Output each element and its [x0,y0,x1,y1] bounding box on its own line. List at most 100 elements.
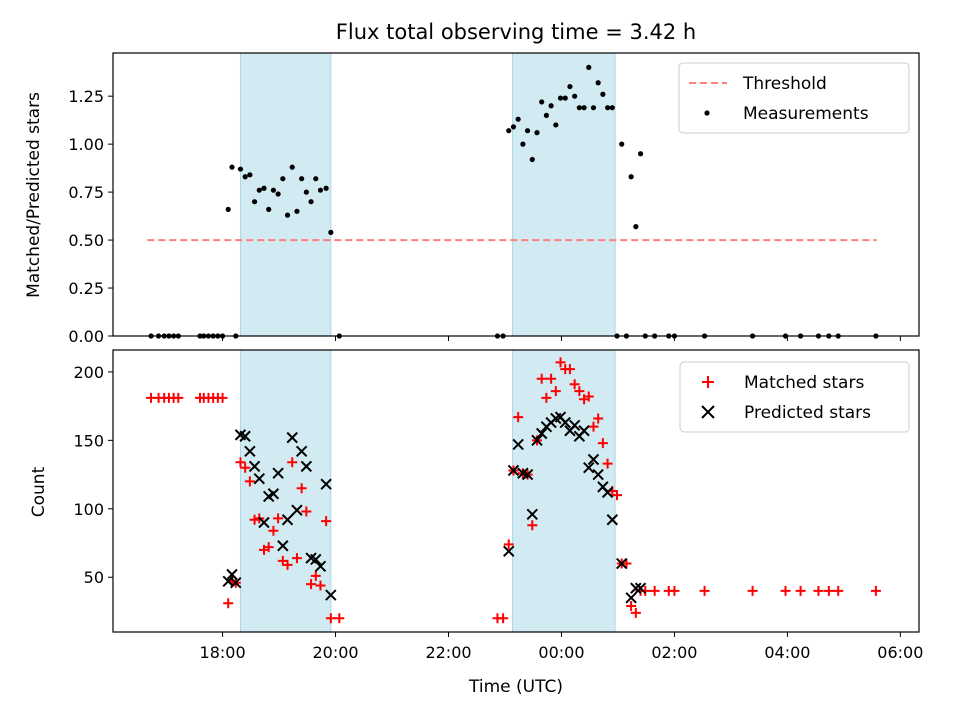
matched-stars-point [291,553,302,564]
matched-stars-point [498,613,509,624]
predicted-stars-point [325,589,337,601]
predicted-stars-point [272,467,284,479]
matched-stars-point [249,514,260,525]
predicted-stars-point [300,460,313,473]
top-y-axis-label: Matched/Predicted stars [24,92,44,298]
x-tick-label: 02:00 [651,643,697,662]
measurement-point [548,103,554,109]
matched-stars-point [217,392,228,403]
shaded-interval [239,52,332,337]
predicted-stars-point [521,468,534,481]
matched-stars-point [823,585,834,596]
matched-stars-point [296,483,307,494]
measurement-point [317,187,324,193]
measurement-point [229,164,235,170]
measurement-point [539,99,545,105]
shaded-interval [512,52,616,337]
matched-stars-point [263,542,274,553]
measurement-point [609,105,615,111]
matched-stars-point [602,458,613,469]
predicted-stars-point [531,434,543,447]
legend-label: Predicted stars [744,403,871,423]
measurement-point [628,174,634,180]
legend-label: Matched stars [744,373,864,393]
shaded-interval [239,349,332,633]
measurement-point [543,112,550,118]
predicted-stars-point [634,582,647,594]
predicted-stars-point [248,460,261,473]
y-tick-label: 100 [73,500,104,519]
matched-stars-point [235,457,246,468]
y-tick-label: 50 [84,568,104,587]
axes-frame [112,349,920,633]
chart-title: Flux total observing time = 3.42 h [336,20,696,44]
measurement-point [275,191,281,197]
measurement-point [313,176,319,182]
matched-stars-point [588,421,599,432]
x-tick-label: 04:00 [764,643,810,662]
matched-stars-point [240,462,251,473]
measurement-point [637,151,644,157]
matched-stars-point [244,476,255,487]
matched-stars-point [541,392,552,403]
y-tick-label: 0.25 [68,279,104,298]
measurement-point [553,122,559,128]
y-tick-label: 200 [73,363,104,382]
predicted-stars-point [226,568,238,581]
predicted-stars-point [503,545,515,557]
predicted-stars-point [314,560,327,572]
predicted-stars-point [559,416,571,429]
measurement-point [247,172,253,178]
predicted-stars-point [606,514,619,526]
matched-stars-point [813,585,824,596]
matched-stars-point [597,438,608,449]
matched-stars-point [870,585,881,596]
matched-stars-point [574,386,585,397]
matched-stars-point [795,585,806,596]
measurement-point [520,141,526,147]
measurement-point [242,174,248,180]
measurement-point [576,105,582,111]
matched-stars-point [833,585,844,596]
axes-frame [112,52,920,337]
matched-stars-point [626,600,637,611]
top-panel: 0.00 0.25 0.50 0.75 1.00 1.25 Threshold Measure… [68,52,920,346]
predicted-stars-point [526,508,538,520]
predicted-stars-point [253,472,265,485]
measurement-point [506,128,512,134]
y-tick-label: 150 [73,431,104,450]
y-tick-label: 0.75 [68,183,104,202]
predicted-stars-point [512,438,524,451]
measurement-point [529,156,535,163]
predicted-stars-point [630,582,642,594]
predicted-stars-point [583,462,595,474]
predicted-stars-point [239,430,251,442]
x-tick-label: 00:00 [538,643,584,662]
measurement-point [256,187,262,193]
measurement-point [280,176,286,182]
measurement-point [294,208,300,214]
measurement-point [524,128,531,134]
measurement-point [590,105,597,111]
measurement-point [323,185,329,191]
measurement-point [619,141,625,147]
legend-measurements-swatch [704,110,710,116]
matched-stars-point [325,613,336,624]
measurement-point [595,80,601,86]
legend-box [678,62,910,134]
measurement-point [510,124,517,130]
measurement-point [562,95,568,101]
matched-stars-point [564,364,575,375]
predicted-stars-point [320,478,332,490]
measurement-point [299,176,305,182]
measurement-point [581,105,587,111]
matched-stars-point [669,585,680,596]
predicted-stars-point [578,425,590,437]
predicted-stars-point [258,516,270,529]
measurement-point [534,130,540,136]
matched-stars-point [310,570,321,581]
predicted-stars-point [625,592,637,604]
matched-stars-point [334,613,345,624]
predicted-stars-point [277,540,289,552]
x-tick-label: 18:00 [200,643,246,662]
